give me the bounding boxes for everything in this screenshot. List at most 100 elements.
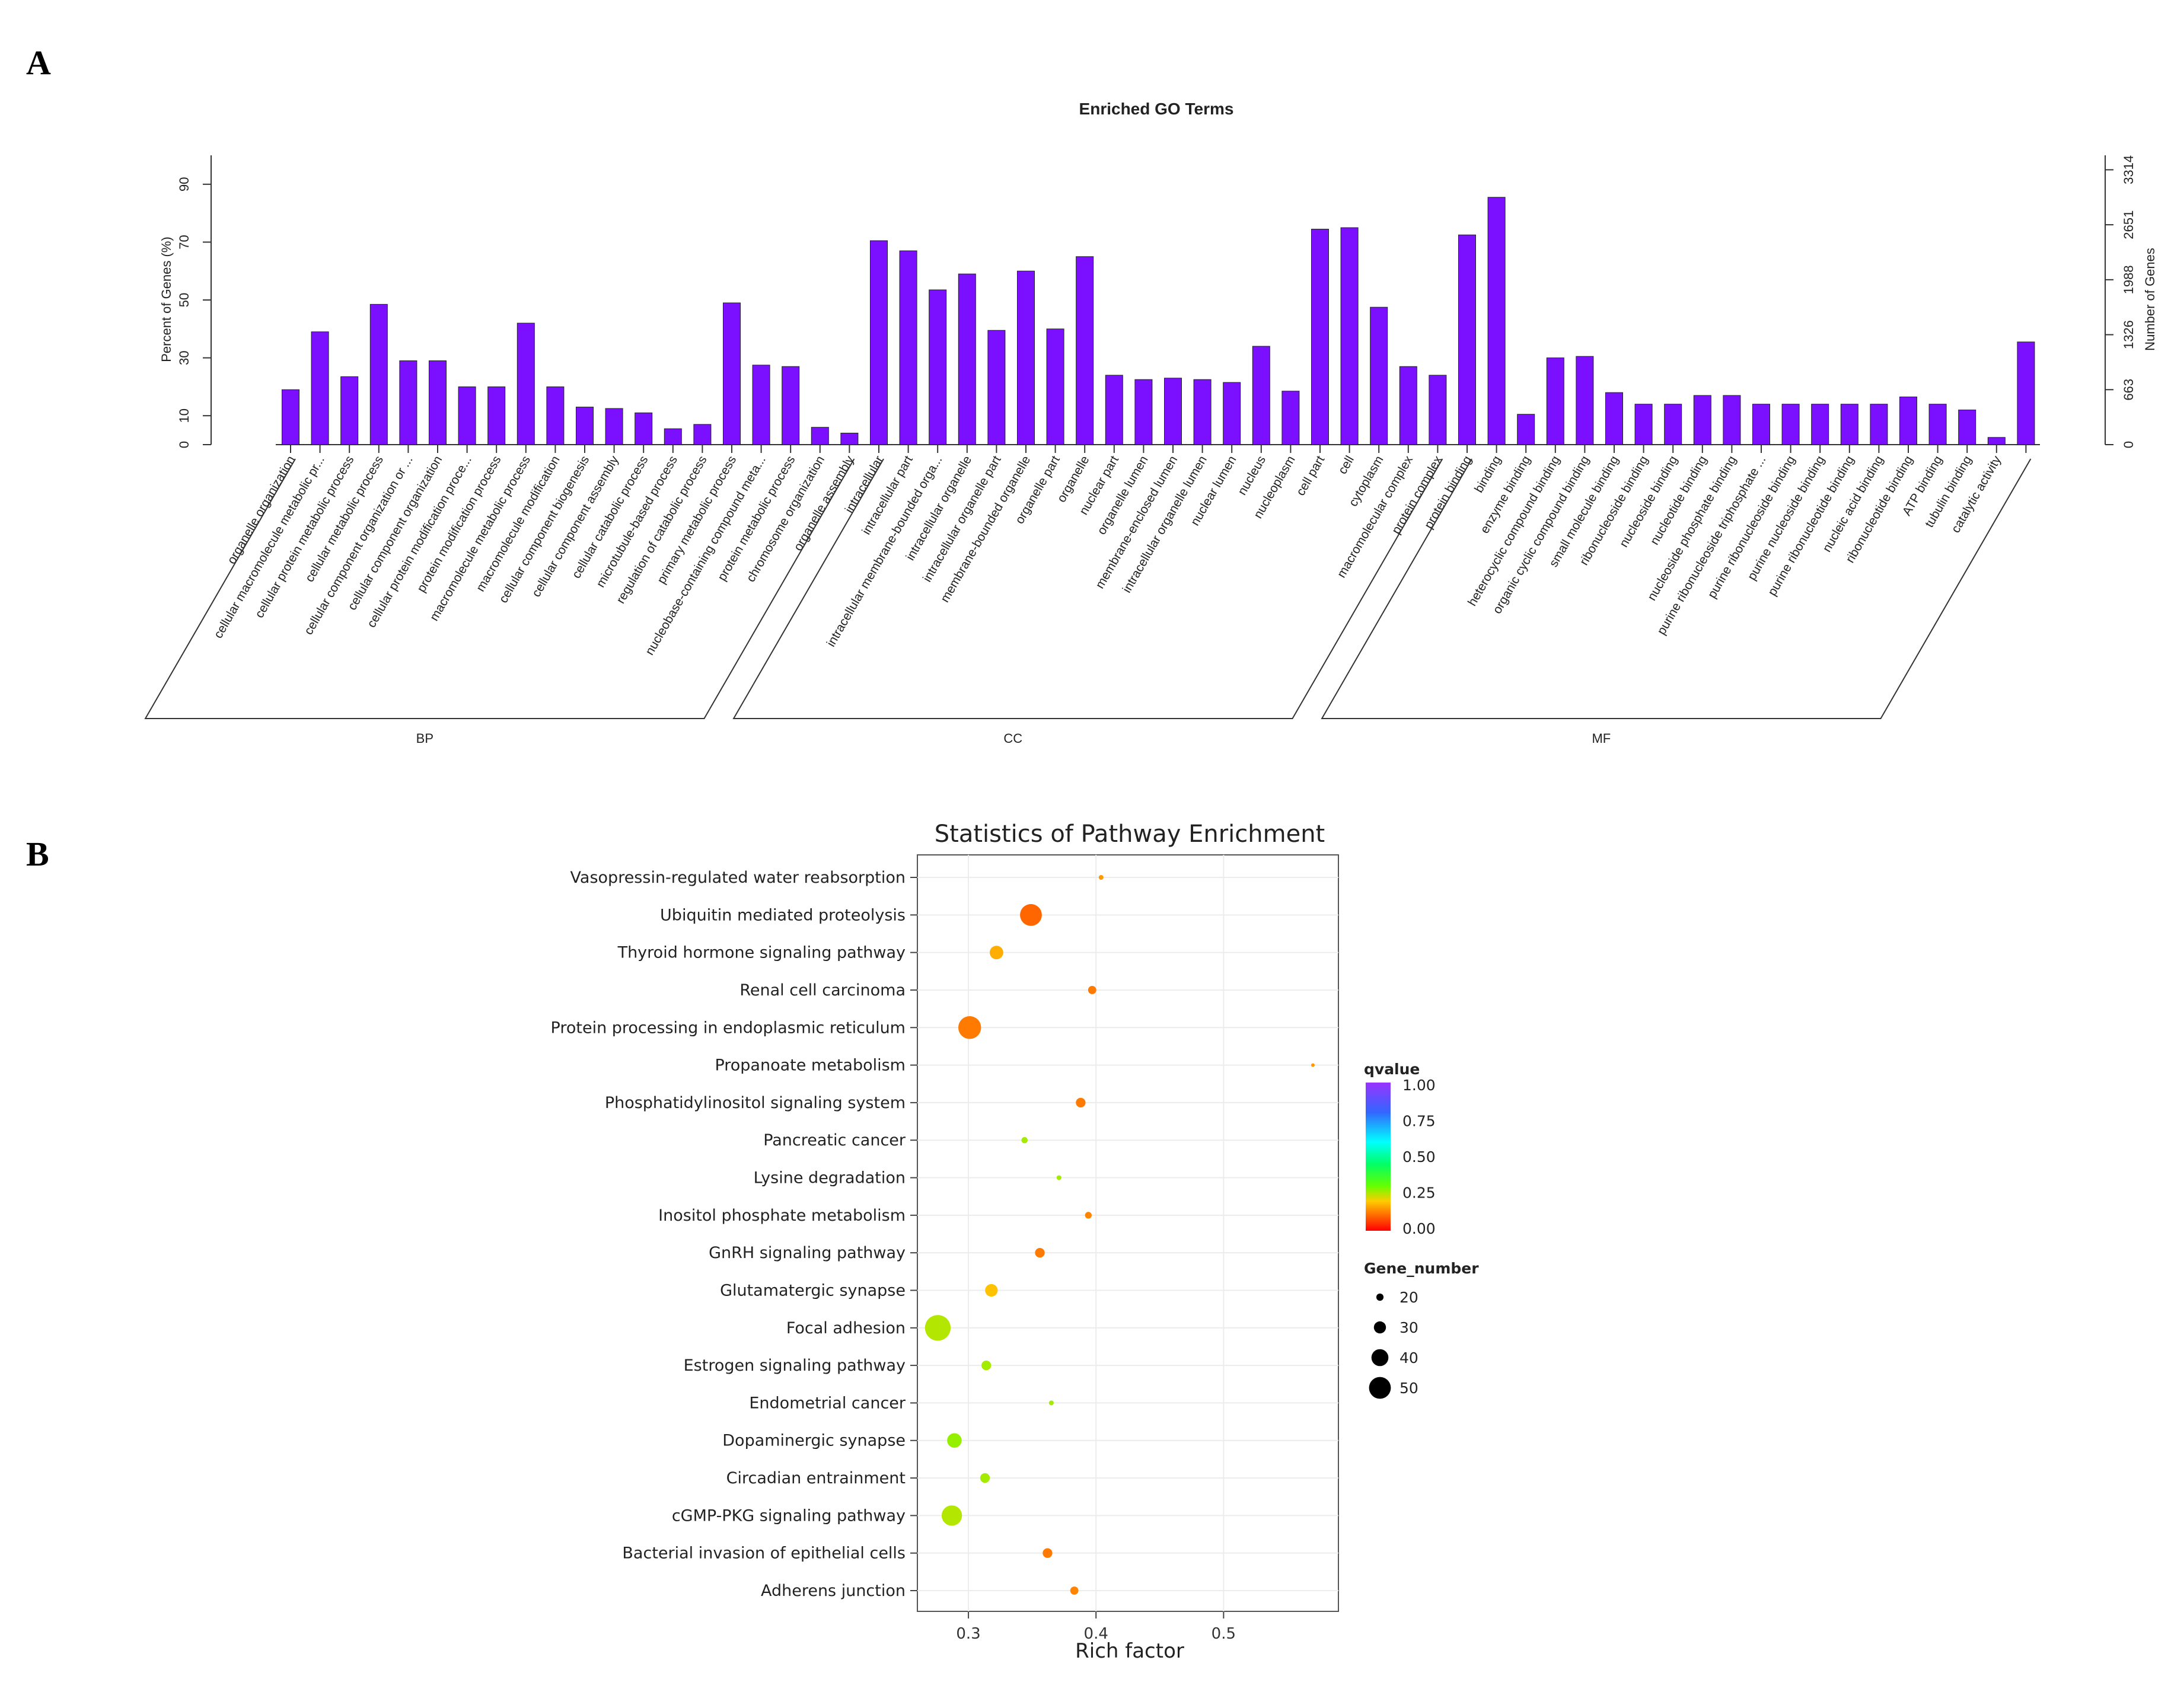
go-bar <box>1546 357 1564 445</box>
legend-qvalue-ticks: 1.00 0.75 0.50 0.25 0.00 <box>1391 1077 1436 1237</box>
legend-qvalue-title: qvalue <box>1364 1061 1420 1078</box>
chart-b-plot-panel <box>917 854 1339 1612</box>
go-term-label: cell <box>1335 454 1357 477</box>
pathway-label: Dopaminergic synapse <box>722 1432 906 1450</box>
pathway-point <box>1048 1400 1054 1406</box>
go-bar <box>840 432 859 445</box>
go-bar <box>1252 346 1270 445</box>
pathway-label: Renal cell carcinoma <box>739 981 906 1000</box>
chart-a-left-tick-label: 30 <box>177 350 192 365</box>
pathway-label: Ubiquitin mediated proteolysis <box>660 906 906 924</box>
legend-gene-number: Gene_number 20 30 40 50 <box>1364 1260 1479 1399</box>
go-bar <box>752 365 770 445</box>
pathway-label: Pancreatic cancer <box>763 1131 906 1150</box>
go-bar <box>929 289 947 445</box>
pathway-point <box>924 1315 951 1341</box>
panel-label-a: A <box>26 43 51 82</box>
chart-a-right-tick-label: 663 <box>2121 379 2136 401</box>
pathway-label: Protein processing in endoplasmic reticu… <box>551 1019 906 1037</box>
pathway-point <box>947 1433 962 1448</box>
go-term-label: nucleus <box>1235 454 1268 497</box>
legend-gene-number-label: 40 <box>1399 1349 1418 1367</box>
go-bar <box>1076 256 1094 445</box>
group-bracket <box>1321 458 2032 719</box>
pathway-bubble-chart: Statistics of Pathway Enrichment Vasopre… <box>551 821 1480 1663</box>
chart-a-left-ticks: 0 10 30 50 70 90 <box>177 177 211 448</box>
chart-a-right-ylabel: Number of Genes <box>2143 248 2157 351</box>
go-bar <box>429 360 447 445</box>
go-bar <box>1164 378 1182 445</box>
chart-a-right-tick-label: 1326 <box>2121 320 2136 349</box>
pathway-label: cGMP-PKG signaling pathway <box>672 1506 906 1525</box>
legend-qvalue-tick-label: 0.75 <box>1402 1113 1436 1130</box>
legend-gene-number-dot <box>1371 1349 1389 1367</box>
group-bracket <box>732 458 1443 719</box>
go-bar <box>517 323 535 445</box>
pathway-point <box>958 1016 981 1039</box>
pathway-label: Propanoate metabolism <box>715 1056 906 1075</box>
go-bar <box>1193 379 1212 445</box>
go-bar <box>635 412 653 445</box>
chart-b-xlabel: Rich factor <box>1075 1639 1184 1663</box>
go-bar <box>340 376 359 445</box>
go-bar <box>723 302 741 445</box>
pathway-point <box>1088 986 1096 994</box>
group-label: CC <box>1003 731 1022 746</box>
pathway-label: Vasopressin-regulated water reabsorption <box>570 869 906 887</box>
go-bar <box>1458 234 1476 445</box>
legend-gene-number-dot <box>1376 1293 1384 1301</box>
legend-gene-number-label: 30 <box>1399 1319 1418 1336</box>
legend-qvalue-colorbar <box>1366 1083 1391 1231</box>
chart-a-left-tick-label: 0 <box>177 441 192 448</box>
go-bar <box>899 250 917 445</box>
go-bar <box>1664 404 1682 445</box>
go-bar <box>1105 375 1123 445</box>
go-bar <box>958 273 976 445</box>
legend-gene-number-dot <box>1373 1321 1386 1334</box>
chart-b-pathway-labels: Vasopressin-regulated water reabsorption… <box>551 869 917 1600</box>
chart-a-left-tick-label: 90 <box>177 177 192 191</box>
pathway-label: Adherens junction <box>761 1582 906 1600</box>
pathway-label: Thyroid hormone signaling pathway <box>617 944 906 962</box>
go-bar <box>1870 404 1888 445</box>
group-label: BP <box>416 731 433 746</box>
go-bar <box>1223 382 1241 445</box>
chart-a-right-tick-label: 0 <box>2121 441 2136 448</box>
pathway-label: Estrogen signaling pathway <box>684 1356 906 1375</box>
go-bar <box>870 240 888 445</box>
chart-a-right-tick-label: 1988 <box>2121 265 2136 294</box>
chart-a-left-ylabel: Percent of Genes (%) <box>159 237 174 362</box>
chart-a-left-tick-label: 70 <box>177 235 192 249</box>
go-bar <box>1399 366 1417 445</box>
chart-a-right-tick-label: 2651 <box>2121 210 2136 240</box>
go-bar <box>693 424 712 445</box>
go-bar <box>399 360 417 445</box>
chart-a-bars <box>282 197 2035 445</box>
chart-a-right-tick-label: 3314 <box>2121 155 2136 184</box>
chart-a-left-tick-label: 50 <box>177 293 192 307</box>
pathway-point <box>1020 904 1042 926</box>
go-bar <box>1634 404 1653 445</box>
go-bar <box>782 366 800 445</box>
go-bar <box>311 331 329 445</box>
group-label: MF <box>1592 731 1611 746</box>
go-bar <box>664 428 682 445</box>
pathway-point <box>1035 1248 1045 1258</box>
legend-qvalue-tick-label: 0.25 <box>1402 1185 1436 1202</box>
chart-a-title: Enriched GO Terms <box>1079 100 1234 118</box>
chart-a-left-tick-label: 10 <box>177 408 192 423</box>
chart-b-x-tick-label: 0.4 <box>1084 1625 1108 1643</box>
pathway-label: Bacterial invasion of epithelial cells <box>622 1544 906 1563</box>
go-term-label: cell part <box>1294 454 1328 498</box>
go-bar <box>458 386 476 445</box>
pathway-point <box>1021 1136 1028 1144</box>
legend-gene-number-entries: 20 30 40 50 <box>1369 1289 1418 1399</box>
pathway-label: Lysine degradation <box>754 1169 906 1187</box>
pathway-label: GnRH signaling pathway <box>709 1244 906 1262</box>
go-bar <box>1928 404 1947 445</box>
legend-gene-number-label: 50 <box>1399 1380 1418 1397</box>
go-bar <box>1134 379 1153 445</box>
go-bar <box>2017 341 2035 445</box>
legend-qvalue-tick-label: 0.50 <box>1402 1148 1436 1166</box>
